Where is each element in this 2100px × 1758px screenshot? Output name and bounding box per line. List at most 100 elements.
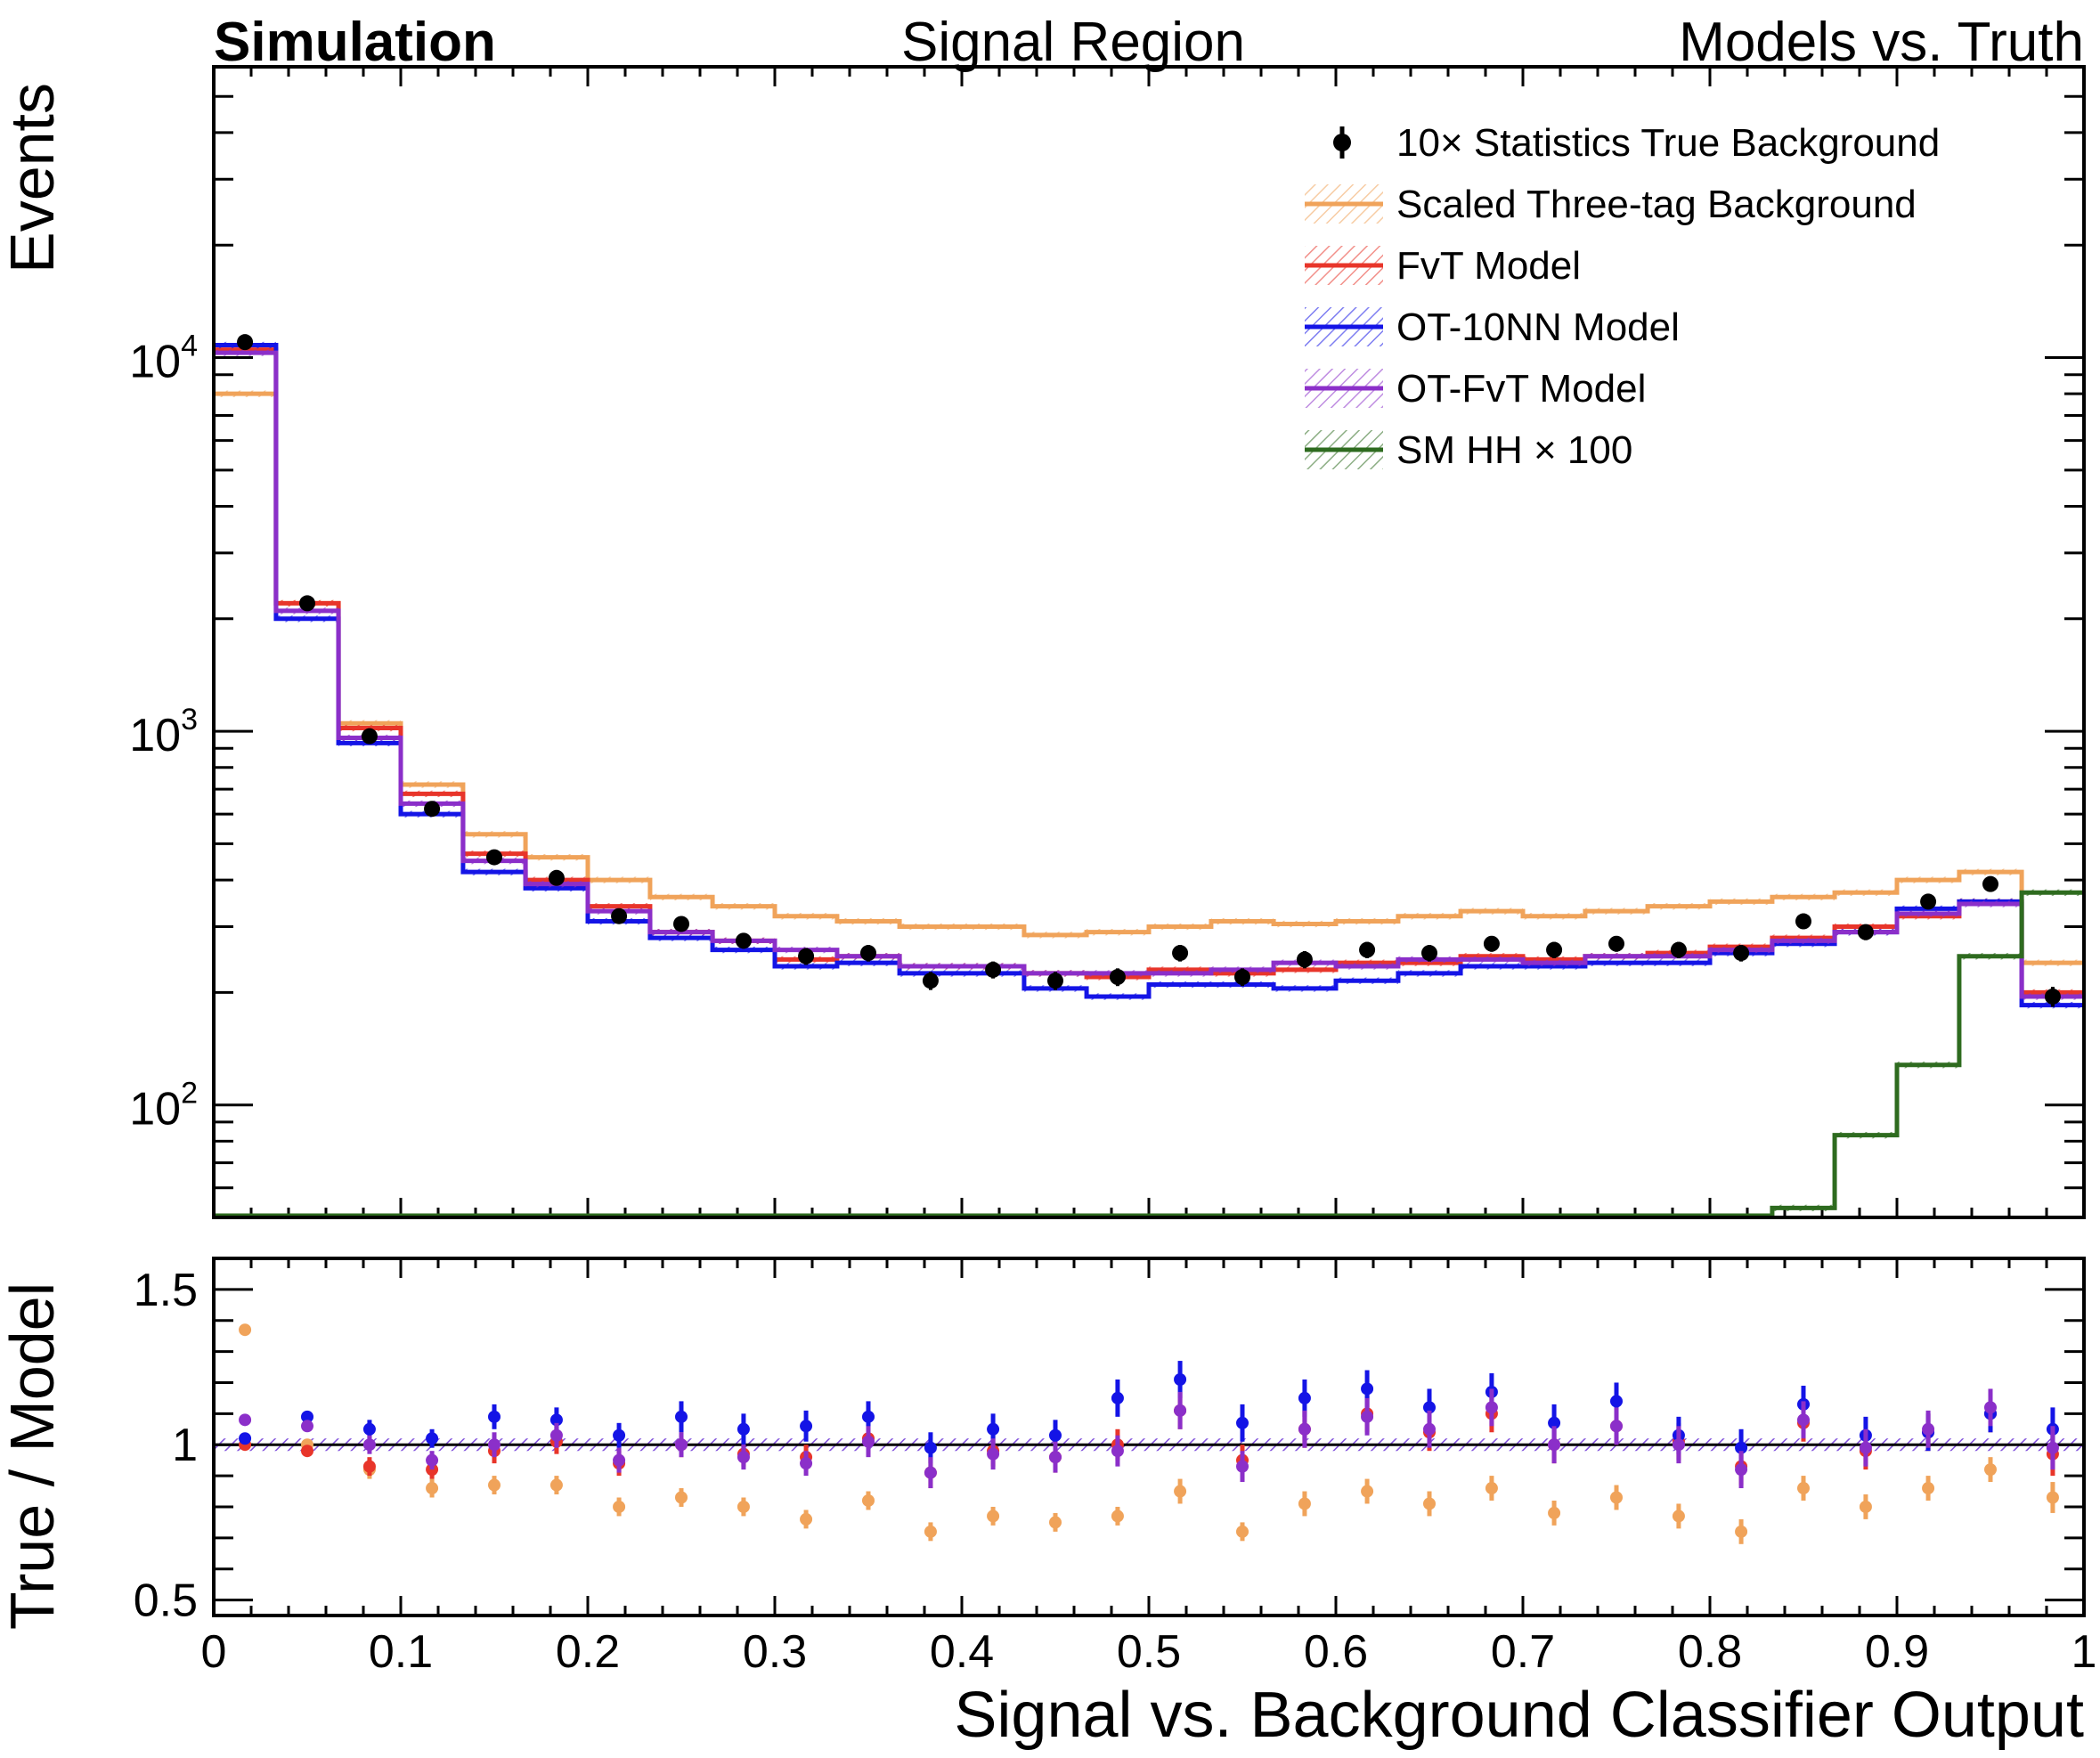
truth-point	[985, 961, 1002, 978]
header-signal-region: Signal Region	[901, 12, 1245, 73]
otfvt-ratio-point	[1922, 1422, 1935, 1436]
truth-point	[1670, 941, 1687, 958]
x-tick-label: 0.9	[1865, 1626, 1929, 1678]
ot10nn-ratio-point	[1174, 1372, 1187, 1386]
truth-point	[611, 907, 628, 924]
ot10nn-ratio-point	[549, 1413, 563, 1427]
three_tag-ratio-point	[1236, 1525, 1249, 1538]
x-tick-label: 0.5	[1117, 1626, 1181, 1678]
x-tick-label: 1	[2072, 1626, 2097, 1678]
otfvt-ratio-point	[1859, 1441, 1872, 1454]
ot10nn-ratio-point	[1610, 1395, 1623, 1408]
ot10nn-ratio-point	[924, 1441, 937, 1454]
otfvt-ratio-point	[1485, 1401, 1498, 1414]
three_tag-ratio-point	[239, 1323, 252, 1337]
x-tick-labels: 0 0.1 0.2 0.3 0.4 0.5 0.6 0.7 0.8 0.9 1	[201, 1626, 2097, 1678]
ratio-y-tick-labels: 0.5 1 1.5	[134, 1265, 198, 1627]
ot10nn-ratio-point	[800, 1420, 813, 1433]
truth-point	[1359, 941, 1376, 958]
main-data-points	[237, 334, 2061, 1007]
truth-point	[1608, 935, 1624, 952]
three_tag-ratio-point	[1423, 1497, 1436, 1510]
x-tick-label: 0.2	[556, 1626, 620, 1678]
x-axis-title: Signal vs. Background Classifier Output	[954, 1680, 2084, 1751]
legend-label-fvt: FvT Model	[1396, 244, 1581, 288]
otfvt-ratio-point	[800, 1457, 813, 1470]
three_tag-ratio-point	[426, 1482, 439, 1495]
ot10nn-ratio-point	[1735, 1441, 1748, 1454]
three_tag-ratio-point	[1797, 1482, 1810, 1495]
ratio-frame	[212, 1257, 2086, 1617]
x-tick-label: 0.6	[1304, 1626, 1368, 1678]
three_tag-ratio-point	[549, 1478, 563, 1492]
truth-point	[1483, 935, 1500, 952]
three_tag-histogram	[214, 391, 2084, 965]
truth-point	[1795, 913, 1811, 930]
main-y-tick-labels: 102 103 104	[129, 330, 198, 1135]
otfvt-ratio-point	[987, 1447, 1000, 1461]
x-tick-label: 0	[201, 1626, 227, 1678]
otfvt-ratio-point	[1984, 1401, 1997, 1414]
otfvt-ratio-point	[549, 1428, 563, 1442]
three_tag-ratio-point	[1859, 1500, 1872, 1513]
three_tag-ratio-point	[924, 1525, 937, 1538]
truth-point	[1421, 945, 1437, 962]
truth-point	[237, 334, 254, 351]
truth-point	[1172, 945, 1189, 962]
legend-label-three_tag: Scaled Three-tag Background	[1396, 183, 1917, 226]
truth-point	[673, 916, 689, 932]
truth-point	[1109, 969, 1126, 986]
x-tick-label: 0.3	[743, 1626, 807, 1678]
truth-point	[860, 945, 876, 962]
truth-point	[1920, 893, 1937, 910]
three_tag-ratio-point	[2046, 1491, 2059, 1504]
three_tag-ratio-point	[1361, 1485, 1374, 1498]
truth-point	[424, 801, 441, 818]
otfvt-histogram	[214, 350, 2084, 999]
otfvt-ratio-point	[1672, 1438, 1685, 1452]
main-ylabel: Events	[0, 83, 67, 273]
legend-item-fvt: FvT Model	[1305, 244, 1581, 288]
legend: 10× Statistics True Background Scaled Thr…	[1305, 121, 1940, 472]
otfvt-ratio-point	[1049, 1451, 1062, 1464]
otfvt-ratio-point	[1735, 1463, 1748, 1477]
x-tick-label: 0.8	[1678, 1626, 1742, 1678]
legend-label-smhh: SM HH × 100	[1396, 428, 1632, 472]
y-tick-label: 104	[129, 330, 198, 388]
otfvt-ratio-point	[1236, 1460, 1249, 1473]
truth-point	[735, 932, 752, 949]
ot10nn-ratio-point	[675, 1410, 688, 1423]
truth-point	[1296, 951, 1313, 968]
truth-point	[1982, 875, 1998, 892]
ot10nn-ratio-point	[1236, 1416, 1249, 1429]
ot10nn-ratio-point	[426, 1432, 439, 1445]
three_tag-ratio-point	[488, 1478, 501, 1492]
otfvt-ratio-point	[1298, 1422, 1311, 1436]
legend-label-otfvt: OT-FvT Model	[1396, 367, 1646, 411]
otfvt-ratio-point	[1610, 1420, 1623, 1433]
truth-point	[1546, 941, 1563, 958]
main-panel: 102 103 104	[129, 65, 2086, 1219]
ratio-data-points	[239, 1323, 2059, 1544]
truth-point	[1047, 973, 1063, 989]
three_tag-ratio-point	[737, 1500, 750, 1513]
truth-point	[922, 973, 939, 989]
otfvt-ratio-point	[924, 1466, 937, 1479]
ot10nn-ratio-point	[488, 1410, 501, 1423]
legend-marker-symbol	[1333, 134, 1351, 151]
ot10nn-ratio-point	[613, 1428, 626, 1442]
three_tag-ratio-point	[1111, 1510, 1124, 1523]
three_tag-ratio-point	[862, 1493, 875, 1507]
three_tag-ratio-point	[800, 1512, 813, 1526]
truth-point	[486, 849, 502, 866]
y-tick-label: 103	[129, 703, 198, 761]
ot10nn-ratio-point	[1049, 1428, 1062, 1442]
three_tag-ratio-point	[1548, 1506, 1561, 1519]
otfvt-ratio-point	[1361, 1410, 1374, 1423]
otfvt-ratio-point	[426, 1453, 439, 1467]
otfvt-ratio-point	[362, 1438, 376, 1452]
main-histograms	[214, 341, 2084, 1218]
legend-item-otfvt: OT-FvT Model	[1305, 367, 1646, 411]
legend-item-three_tag: Scaled Three-tag Background	[1305, 183, 1917, 226]
legend-item-smhh: SM HH × 100	[1305, 428, 1632, 472]
